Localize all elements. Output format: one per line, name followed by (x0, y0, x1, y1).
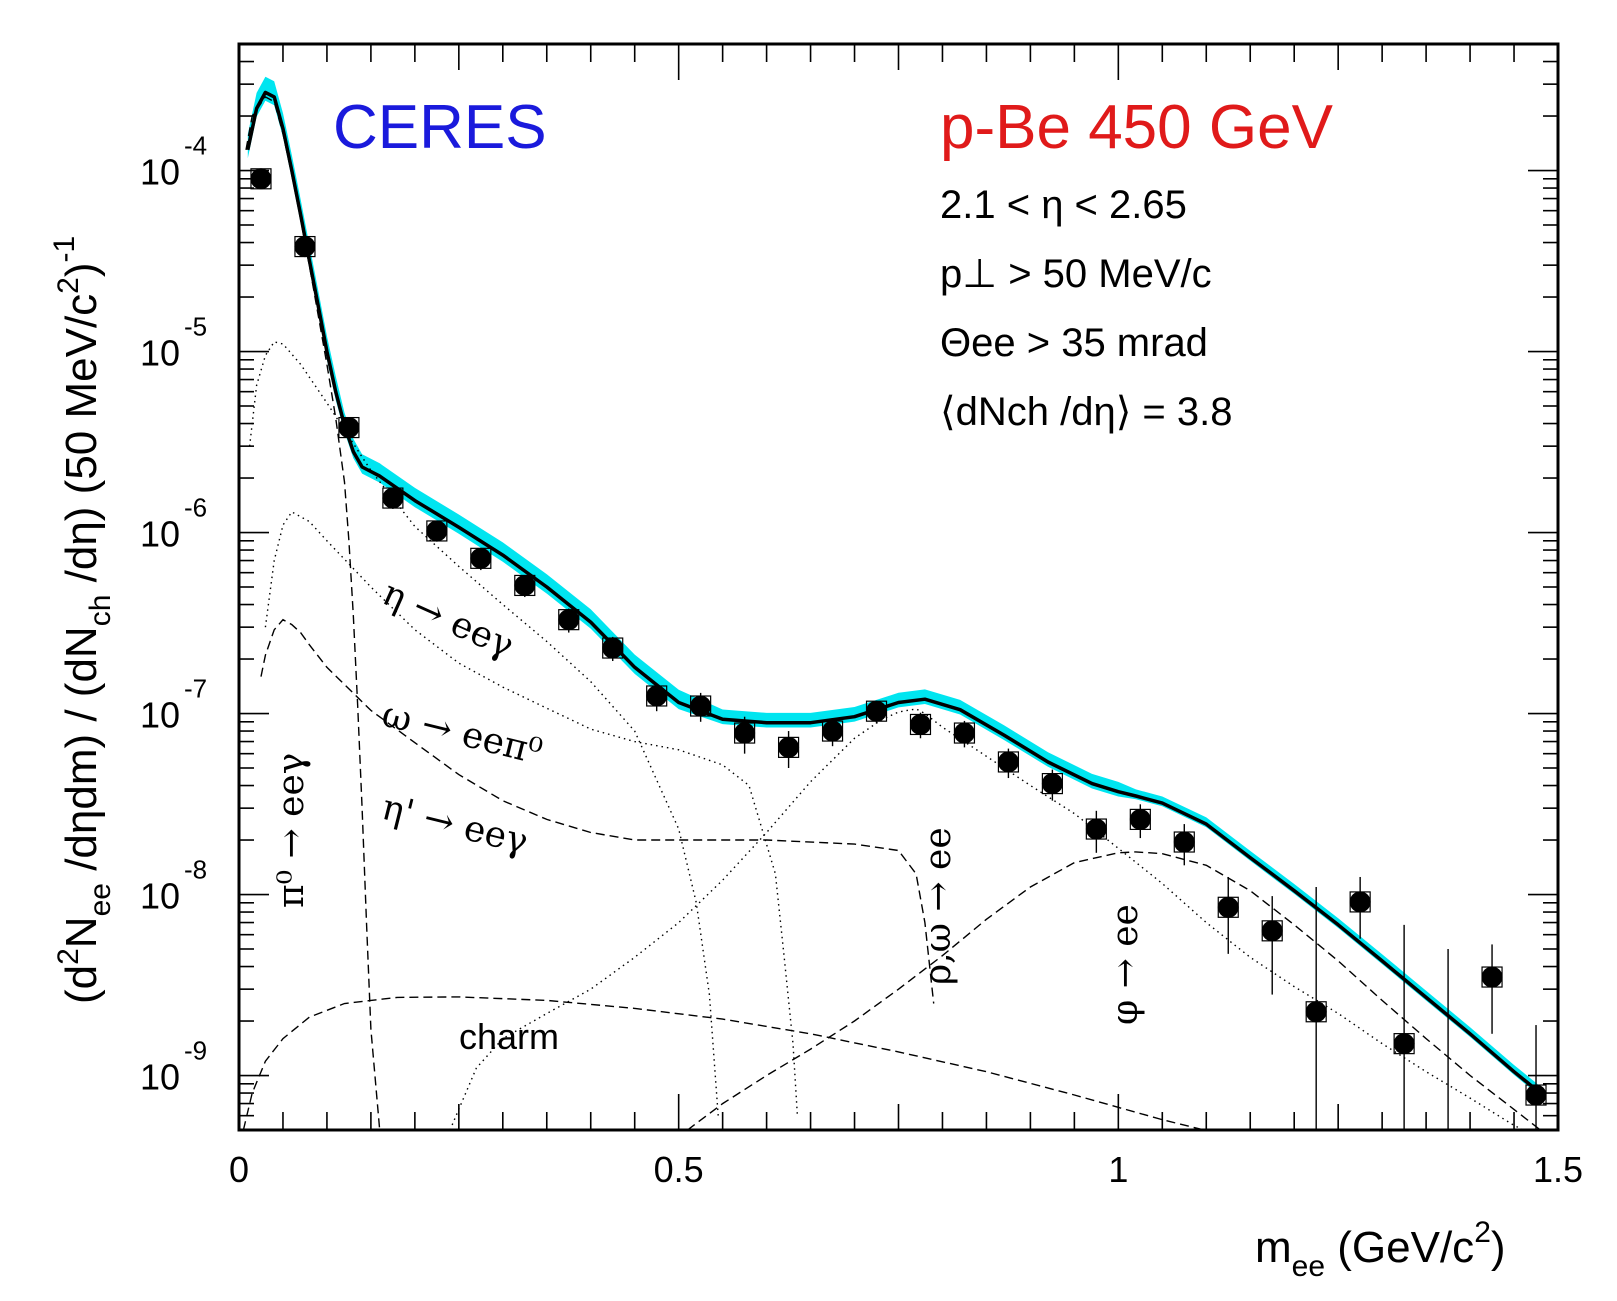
data-point (1481, 966, 1503, 988)
cut-theta: Θee > 35 mrad (940, 321, 1208, 365)
chart-title: CERES (333, 93, 547, 162)
data-point (822, 720, 844, 742)
y-tick-exponent: -7 (184, 674, 207, 704)
label-eta: η → eeγ (376, 573, 519, 667)
data-point (294, 236, 316, 258)
y-axis-title: (d2Nee /dηdm) / (dNch /dη) (50 MeV/c2)-1 (48, 236, 117, 1004)
data-point (470, 547, 492, 569)
y-tick-exponent: -8 (184, 855, 207, 885)
y-tick-exponent: -9 (184, 1036, 207, 1066)
x-tick-label: 1 (1108, 1149, 1128, 1190)
data-point (1173, 831, 1195, 853)
data-point (778, 736, 800, 758)
data-point (646, 685, 668, 707)
plot-frame (237, 42, 1560, 1132)
systematic-band (247, 76, 1541, 1097)
data-point (909, 713, 931, 735)
data-point (690, 695, 712, 717)
cut-pt: p⊥ > 50 MeV/c (940, 252, 1212, 296)
data-point (1085, 818, 1107, 840)
y-tick-exponent: -5 (184, 312, 207, 342)
y-tick-label: 10 (140, 876, 180, 917)
y-tick-exponent: -4 (184, 131, 207, 161)
data-point (1041, 773, 1063, 795)
component-curve-3 (260, 618, 935, 1004)
data-point (558, 609, 580, 631)
component-curve-6 (242, 996, 1207, 1130)
data-point (514, 574, 536, 596)
label-phi: φ → ee (1105, 904, 1146, 1025)
data-point (734, 722, 756, 744)
label-omega: ω → eeπ⁰ (378, 694, 546, 773)
svg-text:mee (GeV/c2): mee (GeV/c2) (1255, 1216, 1506, 1283)
data-point (1261, 920, 1283, 942)
chart-subtitle: p-Be 450 GeV (940, 93, 1334, 162)
data-point (1305, 1001, 1327, 1023)
axes-layer: 0 0.5 1 1.510-410-510-610-710-810-9 (140, 43, 1583, 1190)
data-point (866, 700, 888, 722)
label-etaprime: η' → eeγ (378, 787, 532, 863)
data-point (1217, 896, 1239, 918)
data-point (1525, 1084, 1547, 1106)
y-tick-label: 10 (140, 152, 180, 193)
label-charm: charm (459, 1016, 559, 1057)
data-point (1129, 808, 1151, 830)
label-rho-omega: ρ,ω → ee (918, 827, 959, 985)
component-curve-1 (248, 341, 719, 1116)
data-point (382, 487, 404, 509)
data-point (953, 722, 975, 744)
data-layer (250, 168, 1547, 1130)
total-curve-layer (246, 90, 1542, 1095)
x-tick-label: 1.5 (1533, 1149, 1583, 1190)
data-point (602, 637, 624, 659)
data-point (338, 417, 360, 439)
band-layer (247, 76, 1541, 1097)
data-point (250, 168, 272, 190)
y-tick-label: 10 (140, 695, 180, 736)
cut-multiplicity: ⟨dNch /dη⟩ = 3.8 (940, 390, 1233, 434)
total-cocktail-line (246, 90, 1542, 1095)
x-tick-label: 0.5 (654, 1149, 704, 1190)
svg-text:(d2Nee /dηdm) / (dNch /dη) (50: (d2Nee /dηdm) / (dNch /dη) (50 MeV/c2)-1 (48, 236, 117, 1004)
data-point (997, 751, 1019, 773)
y-tick-label: 10 (140, 333, 180, 374)
x-tick-label: 0 (229, 1149, 249, 1190)
cut-eta: 2.1 < η < 2.65 (940, 183, 1187, 227)
data-point (1393, 1033, 1415, 1055)
data-point (426, 520, 448, 542)
component-curve-4 (449, 708, 1526, 1130)
y-tick-label: 10 (140, 1057, 180, 1098)
label-pi0: π⁰ → eeγ (271, 753, 312, 908)
data-point (1349, 891, 1371, 913)
y-tick-exponent: -6 (184, 493, 207, 523)
x-axis-title: mee (GeV/c2) (1255, 1216, 1506, 1283)
y-tick-label: 10 (140, 514, 180, 555)
